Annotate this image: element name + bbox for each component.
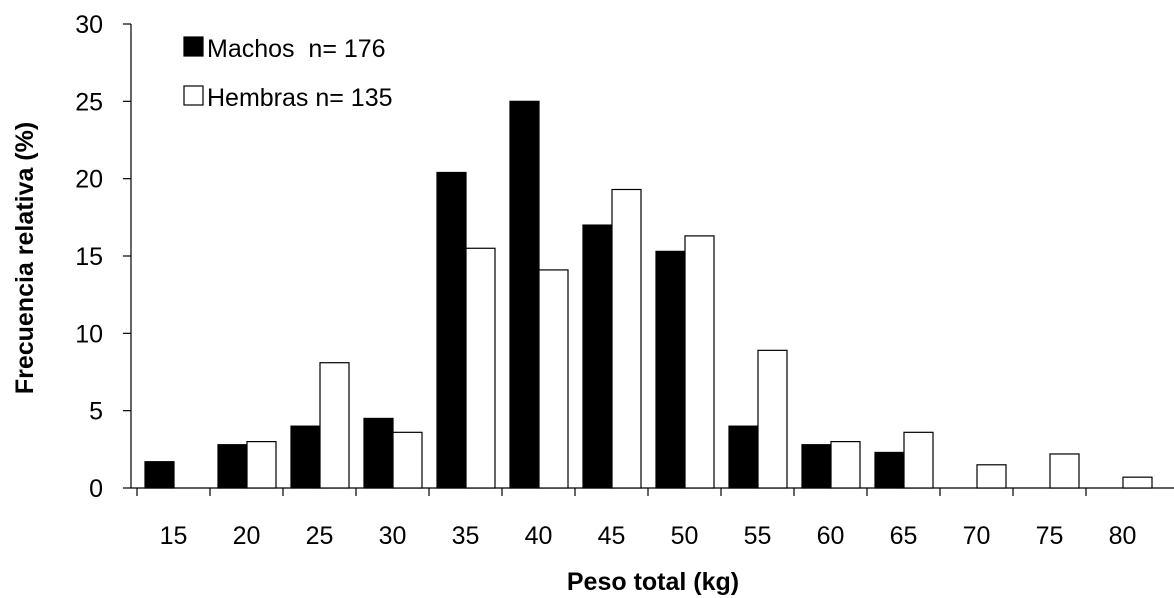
x-tick-label: 15 [160,522,188,550]
x-tick-label: 70 [963,522,991,550]
bar-hembras [830,441,861,489]
x-tick-label: 35 [452,522,480,550]
x-tick-label: 80 [1109,522,1137,550]
bar-hembras [757,349,788,489]
x-tick-label: 25 [306,522,334,550]
bar-machos [144,461,175,489]
y-tick-label: 30 [75,11,103,39]
legend-label: Hembras n= 135 [207,84,393,112]
bar-machos [363,417,394,489]
y-tick-label: 15 [75,243,103,271]
x-tick-label: 50 [671,522,699,550]
bars [144,100,1153,489]
bar-machos [436,171,467,489]
bar-machos [874,451,905,489]
y-axis-title: Frecuencia relativa (%) [11,122,39,394]
bar-hembras [392,431,423,489]
x-axis: 15 20 25 30 35 40 45 50 55 60 65 70 75 80 [131,487,1174,550]
y-axis: 0 5 10 15 20 25 30 [75,11,132,503]
bar-machos [801,444,832,489]
legend-swatch [183,36,204,57]
bar-hembras [319,362,350,489]
x-tick-label: 75 [1036,522,1064,550]
y-tick-label: 10 [75,320,103,348]
x-tick-label: 45 [598,522,626,550]
bar-machos [509,100,540,489]
bar-hembras [976,464,1007,489]
bar-hembras [684,235,715,489]
x-axis-title: Peso total (kg) [567,568,739,596]
bar-machos [290,425,321,489]
legend-label: Machos n= 176 [207,35,386,63]
x-tick-label: 20 [233,522,261,550]
bar-hembras [1049,453,1080,489]
bar-hembras [538,269,569,489]
y-tick-label: 25 [75,88,103,116]
bar-hembras [1122,476,1153,489]
bar-hembras [903,431,934,489]
bar-machos [728,425,759,489]
bar-hembras [611,188,642,489]
x-tick-label: 60 [817,522,845,550]
bar-machos [655,250,686,489]
y-tick-label: 0 [89,475,103,503]
legend: Machos n= 176 Hembras n= 135 [183,35,393,112]
bar-machos [217,444,248,489]
bar-hembras [465,247,496,489]
bar-hembras [246,441,277,489]
legend-swatch [183,85,204,106]
y-tick-label: 5 [89,398,103,426]
x-tick-label: 65 [890,522,918,550]
y-tick-label: 20 [75,166,103,194]
bar-machos [582,224,613,489]
x-tick-label: 40 [525,522,553,550]
x-tick-label: 30 [379,522,407,550]
x-tick-label: 55 [744,522,772,550]
